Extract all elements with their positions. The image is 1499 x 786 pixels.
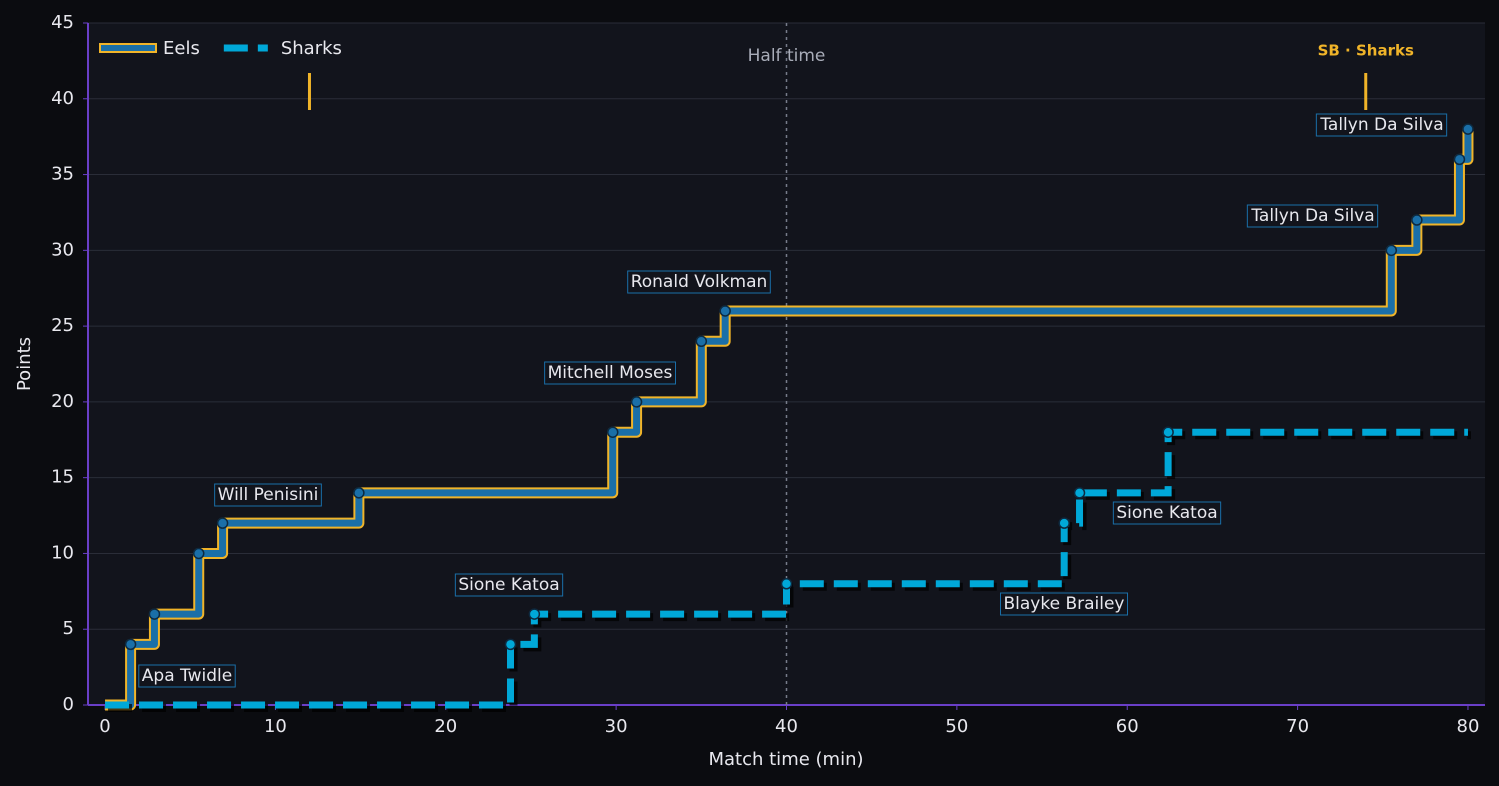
annotation: Tallyn Da Silva [1315, 113, 1448, 137]
annotation-box [1112, 501, 1222, 525]
annotation: Apa Twidle [138, 664, 236, 688]
annotation: Blayke Brailey [999, 592, 1129, 616]
annotation-box [1315, 113, 1448, 137]
score-marker [630, 396, 643, 408]
score-marker [504, 638, 517, 651]
annotation: Ronald Volkman [627, 270, 771, 294]
annotation: Will Penisini [214, 483, 322, 507]
x-tick-label: 20 [434, 716, 457, 737]
score-marker [780, 578, 793, 590]
score-marker [192, 547, 205, 560]
annotation: Sione Katoa [1112, 501, 1222, 525]
annotation-box [1246, 204, 1379, 228]
y-tick-label: 35 [51, 164, 74, 185]
annotation-box [138, 664, 236, 688]
annotation-box [214, 483, 322, 507]
score-marker [1411, 214, 1423, 226]
x-tick-label: 50 [945, 716, 968, 737]
legend-label: Sharks [281, 38, 342, 59]
score-marker [1385, 244, 1398, 257]
x-tick-label: 60 [1116, 716, 1139, 737]
y-tick-label: 5 [63, 618, 74, 639]
annotation-label: Tallyn Da Silva [1319, 115, 1443, 135]
score-marker [1058, 517, 1070, 529]
annotation-label: Sione Katoa [1116, 503, 1217, 523]
sin-bin-label: SB · Sharks [1318, 42, 1414, 60]
annotation-label: Blayke Brailey [1003, 594, 1124, 614]
x-tick-label: 10 [264, 716, 287, 737]
annotation-label: Apa Twidle [142, 666, 232, 686]
annotation-box [544, 361, 677, 385]
score-marker [695, 335, 708, 348]
y-tick-label: 45 [51, 12, 74, 33]
y-tick-label: 25 [51, 315, 74, 336]
annotation-label: Will Penisini [218, 485, 319, 505]
annotation-label: Ronald Volkman [631, 272, 768, 292]
half-time-label: Half time [748, 46, 826, 66]
y-tick-label: 15 [51, 467, 74, 488]
x-tick-label: 80 [1457, 716, 1480, 737]
annotation: Sione Katoa [454, 573, 564, 597]
legend-label: Eels [163, 38, 200, 59]
score-marker [719, 305, 731, 317]
score-marker [124, 638, 137, 651]
score-marker [1162, 426, 1174, 438]
annotation-box [999, 592, 1129, 616]
score-marker [353, 487, 365, 499]
annotation-label: Mitchell Moses [548, 363, 673, 383]
score-marker [528, 608, 541, 620]
x-axis-title: Match time (min) [708, 749, 863, 770]
x-tick-label: 40 [775, 716, 798, 737]
y-axis-title: Points [14, 337, 35, 391]
annotation-box [627, 270, 771, 294]
annotation: Mitchell Moses [544, 361, 677, 385]
score-marker [1073, 487, 1086, 499]
y-tick-label: 30 [51, 239, 74, 260]
x-tick-label: 70 [1286, 716, 1309, 737]
annotation-label: Sione Katoa [458, 575, 559, 595]
x-tick-label: 30 [605, 716, 628, 737]
series-line [105, 129, 1472, 709]
x-tick-label: 0 [99, 716, 110, 737]
y-tick-label: 40 [51, 88, 74, 109]
y-tick-label: 10 [51, 542, 74, 563]
series-line [105, 428, 1468, 709]
score-marker [148, 608, 161, 620]
annotation-box [454, 573, 564, 597]
annotation-label: Tallyn Da Silva [1250, 206, 1374, 226]
score-marker [216, 517, 229, 529]
legend-swatch [99, 43, 157, 53]
score-marker [1462, 123, 1474, 135]
y-tick-label: 0 [63, 694, 74, 715]
score-marker [1453, 153, 1466, 166]
score-marker [606, 426, 619, 438]
annotation: Tallyn Da Silva [1246, 204, 1379, 228]
y-tick-label: 20 [51, 391, 74, 412]
